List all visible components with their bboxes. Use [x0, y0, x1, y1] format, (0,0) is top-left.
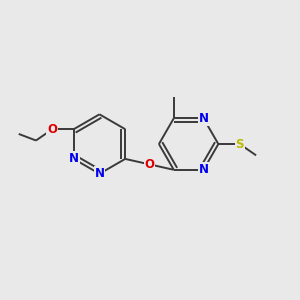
Text: N: N — [69, 152, 79, 165]
Text: N: N — [199, 112, 208, 125]
Text: N: N — [199, 163, 208, 176]
Text: S: S — [236, 138, 244, 151]
Text: N: N — [94, 167, 104, 180]
Text: O: O — [145, 158, 154, 171]
Text: O: O — [47, 123, 57, 136]
